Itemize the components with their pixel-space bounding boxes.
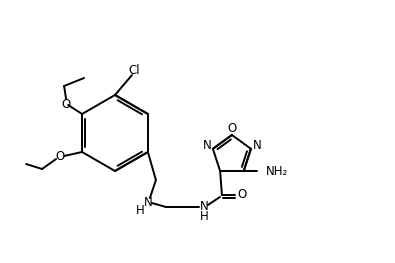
Text: O: O	[237, 189, 246, 201]
Text: O: O	[55, 150, 65, 164]
Text: H: H	[199, 210, 208, 222]
Text: N: N	[199, 200, 208, 214]
Text: O: O	[227, 123, 237, 135]
Text: N: N	[143, 195, 152, 209]
Text: Cl: Cl	[128, 64, 140, 78]
Text: O: O	[62, 98, 71, 110]
Text: NH₂: NH₂	[266, 165, 288, 178]
Text: N: N	[203, 139, 211, 152]
Text: H: H	[135, 204, 144, 216]
Text: N: N	[252, 139, 261, 152]
